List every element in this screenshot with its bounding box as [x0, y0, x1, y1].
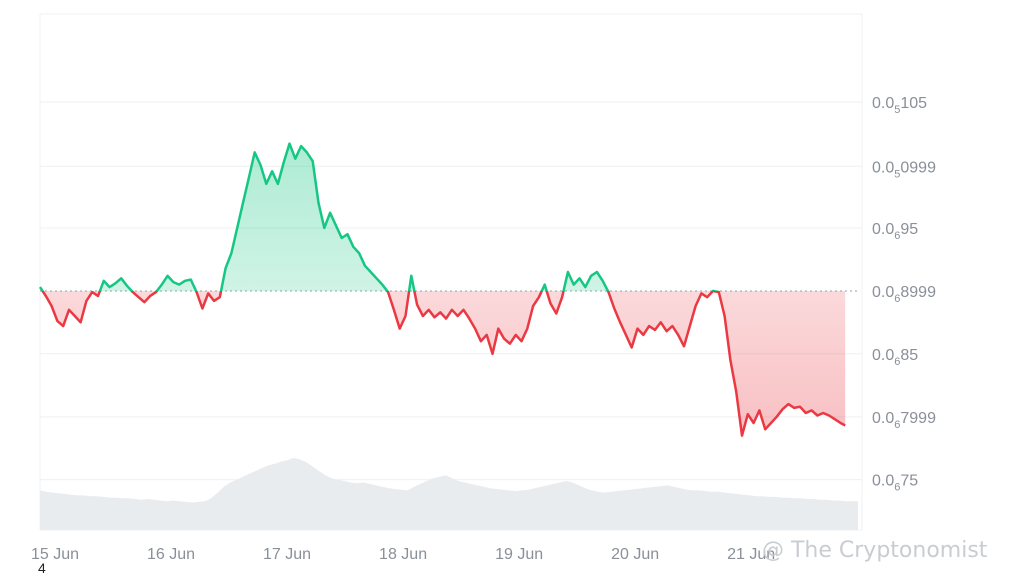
y-tick-label: 0.068999 [872, 284, 936, 305]
x-tick-label: 15 Jun [31, 546, 79, 563]
volume-fill [40, 458, 858, 530]
volume-area [40, 458, 858, 530]
x-tick-label: 21 Jun [727, 546, 775, 563]
grid-lines [39, 13, 863, 531]
x-tick-label: 19 Jun [495, 546, 543, 563]
y-tick-label: 0.0685 [872, 347, 918, 368]
y-tick-label: 0.067999 [872, 410, 936, 431]
price-line [38, 142, 858, 437]
price-line-up [38, 142, 720, 292]
price-area [40, 143, 846, 436]
x-tick-label: 20 Jun [611, 546, 659, 563]
x-tick-label: 17 Jun [263, 546, 311, 563]
area-above-baseline [40, 143, 846, 292]
x-tick-label: 18 Jun [379, 546, 427, 563]
y-tick-label: 0.050999 [872, 159, 936, 180]
y-tick-label: 0.0675 [872, 473, 918, 494]
x-axis: 15 Jun 16 Jun 17 Jun 18 Jun 19 Jun 20 Jun 21 J… [31, 546, 775, 563]
watermark: @ The Cryptonomist [762, 538, 988, 563]
corner-label: 4 [38, 560, 46, 576]
price-line-down [41, 291, 846, 437]
y-tick-label: 0.0695 [872, 221, 918, 242]
y-axis: 0.05105 0.050999 0.0695 0.068999 0.0685 0.067… [872, 95, 936, 494]
area-below-baseline [42, 291, 846, 436]
x-tick-label: 16 Jun [147, 546, 195, 563]
y-tick-label: 0.05105 [872, 95, 927, 116]
